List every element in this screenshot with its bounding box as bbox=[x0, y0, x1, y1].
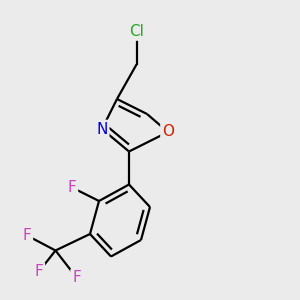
Text: F: F bbox=[68, 180, 76, 195]
Text: N: N bbox=[96, 122, 108, 136]
Text: F: F bbox=[22, 228, 32, 243]
Text: F: F bbox=[72, 270, 81, 285]
Text: Cl: Cl bbox=[129, 24, 144, 39]
Text: F: F bbox=[34, 264, 43, 279]
Text: O: O bbox=[162, 124, 174, 140]
